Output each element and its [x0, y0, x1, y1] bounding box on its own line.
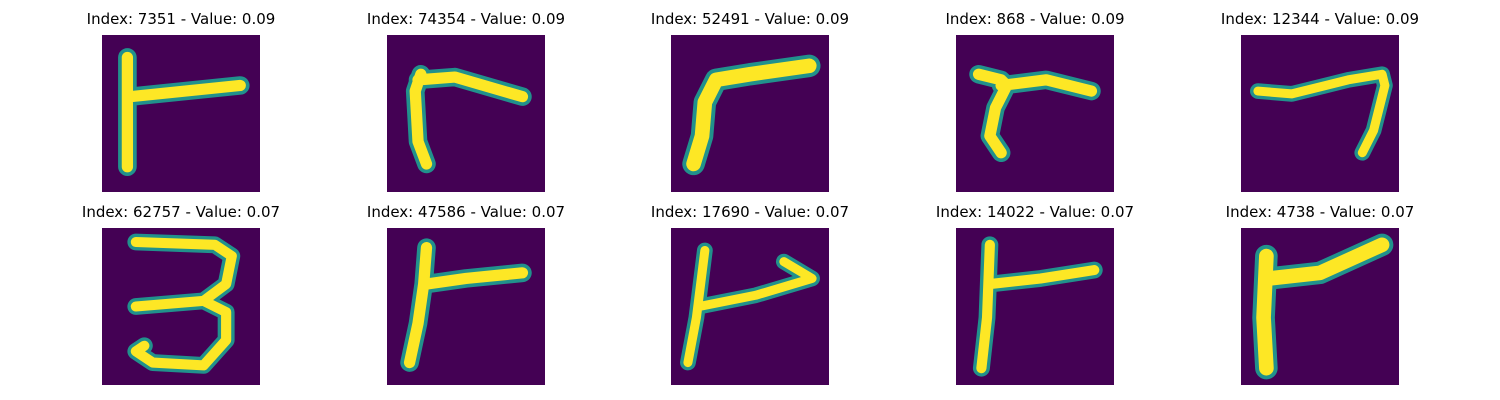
panel-title: Index: 52491 - Value: 0.09 [650, 10, 850, 28]
panel-title: Index: 74354 - Value: 0.09 [366, 10, 566, 28]
panel-title: Index: 4738 - Value: 0.07 [1225, 203, 1415, 221]
digit-image [102, 228, 260, 385]
panel-title: Index: 14022 - Value: 0.07 [935, 203, 1135, 221]
panel-title: Index: 62757 - Value: 0.07 [81, 203, 281, 221]
digit-image [387, 35, 545, 192]
digit-image [671, 228, 829, 385]
digit-image [956, 228, 1114, 385]
digit-image [1241, 228, 1399, 385]
digit-image [1241, 35, 1399, 192]
panel-title: Index: 7351 - Value: 0.09 [86, 10, 276, 28]
digit-image [387, 228, 545, 385]
panel-title: Index: 17690 - Value: 0.07 [650, 203, 850, 221]
panel-title: Index: 12344 - Value: 0.09 [1220, 10, 1420, 28]
digit-image [671, 35, 829, 192]
digit-image [956, 35, 1114, 192]
panel-title: Index: 868 - Value: 0.09 [945, 10, 1125, 28]
panel-title: Index: 47586 - Value: 0.07 [366, 203, 566, 221]
digit-image [102, 35, 260, 192]
